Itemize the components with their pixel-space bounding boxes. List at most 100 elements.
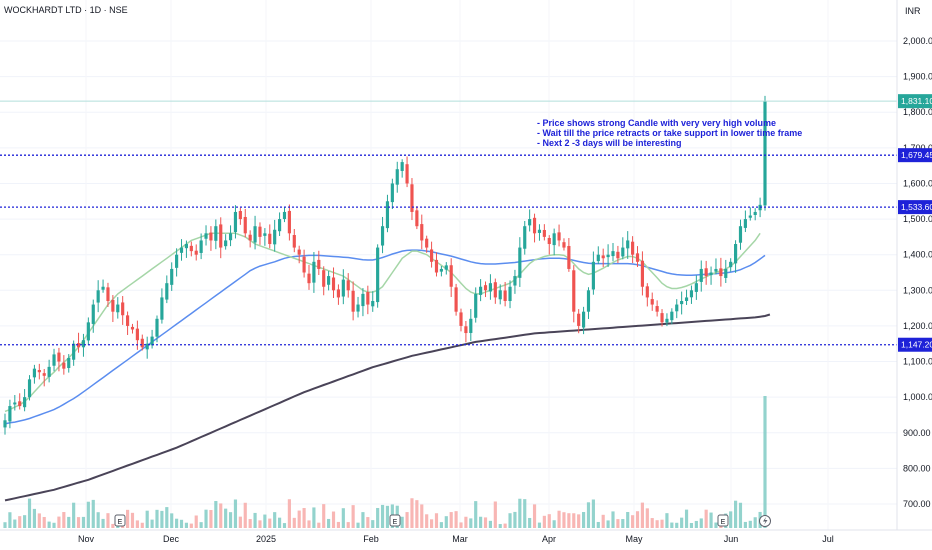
price-axis[interactable]: 2,000.00 1,900.00 1,800.00 1,700.00 1,600.00… [903,36,932,509]
candle-body [356,304,360,312]
sma-slow-line [4,313,771,502]
volume-bar [302,508,306,528]
candle-body [616,251,620,259]
candle-body [341,279,345,297]
price-tick-label: 1,200.00 [903,321,932,331]
candle-body [469,318,473,333]
price-badge-label: 1,147.20 [901,340,932,350]
volume-bar [660,519,664,528]
volume-bar [733,500,738,528]
candle-body [547,238,551,245]
volume-bar [233,499,238,528]
volume-bar [371,520,375,528]
ema-mid-line [4,249,766,425]
candle-body [733,244,738,264]
time-tick-label: Apr [542,534,556,544]
volume-bar [503,523,507,528]
candle-body [562,242,566,248]
candle-body [23,397,27,408]
volume-bar [238,516,242,528]
volume-bar [331,511,336,528]
candle-body [307,273,311,284]
volume-bar [258,520,262,528]
candle-body [253,226,257,243]
volume-bar [130,512,135,528]
candle-body [601,255,605,259]
volume-bar [145,510,149,528]
time-axis[interactable]: Nov Dec 2025 Feb Mar Apr May Jun Jul [78,534,834,544]
volume-bar [581,512,586,528]
candle-body [650,299,654,305]
volume-bar [27,498,32,528]
candle-body [596,254,600,262]
candle-body [248,234,252,241]
candle-body [753,211,757,216]
candle-body [420,224,424,241]
volume-bar [96,512,100,528]
candle-body [434,259,439,273]
candle-body [96,290,100,303]
price-badge [898,94,932,109]
volume-bar [322,504,326,528]
volume-bar [596,521,600,528]
volume-bar [91,499,95,528]
candle-body [302,256,306,273]
time-tick-label: Nov [78,534,95,544]
candle-body [179,247,184,253]
volume-bar [101,518,105,528]
candle-body [336,289,341,298]
candle-body [86,322,90,341]
lightning-icon-glyph [763,517,768,525]
volume-bar [86,501,90,528]
candle-body [366,292,370,305]
volume-bar [125,509,130,528]
ema-fast-line [4,232,761,413]
annotation-line-3: - Next 2 -3 days will be interesting [537,138,682,148]
candle-body [346,280,350,291]
candle-body [175,254,179,268]
price-badge [898,148,932,163]
candle-body [459,312,463,326]
price-badge [898,200,932,215]
candle-body [743,219,747,228]
volume-bar [13,519,17,528]
volume-bar [42,516,46,528]
candle-body [454,287,458,312]
earnings-marker[interactable] [717,514,729,527]
volume-bar [228,512,233,528]
candle-body [537,229,542,233]
candle-body [439,268,443,272]
candle-body [557,232,561,241]
candle-body [150,336,154,346]
candle-body [763,101,767,206]
candle-body [488,283,493,292]
volume-bar [248,519,252,528]
candle-body [645,286,649,298]
volume-bar [204,509,208,528]
volume-bar [743,521,747,528]
candle-body [449,265,453,287]
volume-bar [753,517,757,528]
volume-bar [263,514,267,528]
candle-body [635,253,640,262]
earnings-marker[interactable] [389,514,401,527]
volume-bar [361,512,365,528]
candle-body [425,238,429,248]
candle-body [189,245,193,252]
candle-body [32,368,37,378]
price-tick-label: 700.00 [903,499,931,509]
candle-body [493,282,497,298]
candle-body [665,318,669,323]
volume-bar [282,523,287,528]
annotation-note[interactable]: - Price shows strong Candle with very ve… [537,118,802,148]
volume-bar [62,512,66,528]
volume-bar [518,498,522,528]
volume-bar [175,518,179,528]
candle-body [204,233,208,239]
volume-bar [763,396,767,528]
candle-body [631,241,635,255]
earnings-marker[interactable] [114,514,126,527]
volume-bar [611,511,615,528]
